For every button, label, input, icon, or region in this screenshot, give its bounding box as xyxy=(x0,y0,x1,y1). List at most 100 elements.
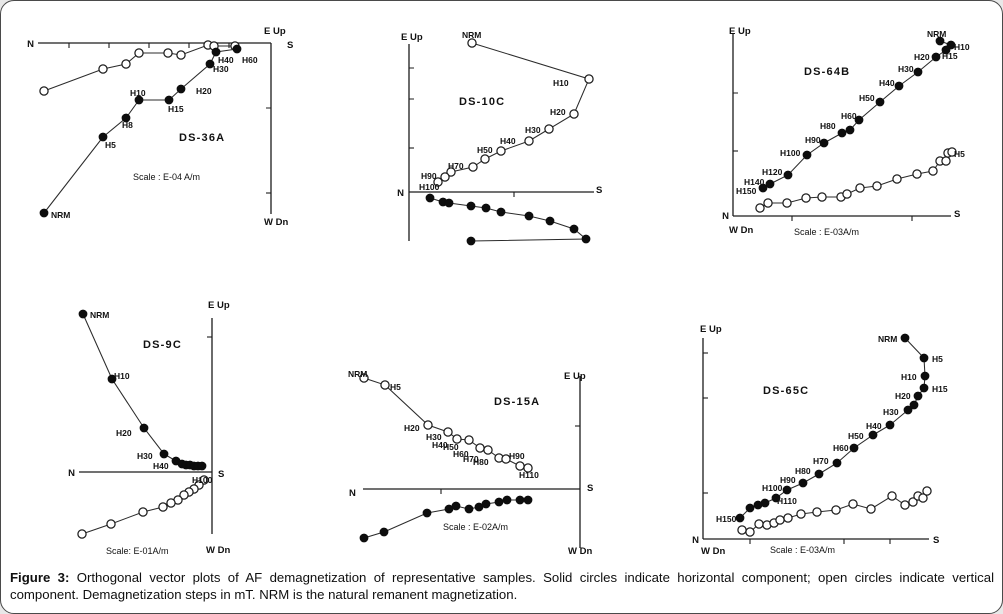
axis-direction-label: S xyxy=(287,40,293,51)
open-data-point xyxy=(166,498,176,508)
open-data-point xyxy=(584,74,594,84)
step-label: H50 xyxy=(443,442,459,452)
open-data-point xyxy=(515,461,525,471)
series-line xyxy=(82,313,202,467)
solid-data-point xyxy=(205,59,215,69)
axis-direction-label: E Up xyxy=(401,32,423,43)
solid-data-point xyxy=(935,36,945,46)
step-label: NRM xyxy=(878,334,897,344)
axis-direction-label: N xyxy=(692,535,699,546)
step-label: H30 xyxy=(898,64,914,74)
open-data-point xyxy=(887,491,897,501)
step-label: NRM xyxy=(927,29,946,39)
solid-data-point xyxy=(900,333,910,343)
solid-data-point xyxy=(832,458,842,468)
solid-data-point xyxy=(868,430,878,440)
open-data-point xyxy=(443,427,453,437)
solid-data-point xyxy=(159,449,169,459)
open-data-point xyxy=(121,59,131,69)
solid-data-point xyxy=(771,493,781,503)
step-label: H60 xyxy=(242,55,258,65)
solid-data-point xyxy=(107,374,117,384)
series-line xyxy=(762,40,952,189)
solid-data-point xyxy=(765,179,775,189)
solid-data-point xyxy=(909,400,919,410)
step-label: H100 xyxy=(762,483,783,493)
step-label: H10 xyxy=(954,42,970,52)
open-data-point xyxy=(831,505,841,515)
step-label: H150 xyxy=(736,186,757,196)
solid-data-point xyxy=(854,115,864,125)
step-label: H40 xyxy=(218,55,234,65)
axis-direction-label: N xyxy=(397,188,404,199)
solid-data-point xyxy=(913,67,923,77)
solid-data-point xyxy=(758,183,768,193)
solid-data-point xyxy=(121,113,131,123)
open-data-point xyxy=(866,504,876,514)
open-data-point xyxy=(872,181,882,191)
axis-direction-label: E Up xyxy=(264,26,286,37)
solid-data-point xyxy=(502,495,512,505)
axis-direction-label: S xyxy=(933,535,939,546)
solid-data-point xyxy=(802,150,812,160)
axis-direction-label: S xyxy=(596,185,602,196)
open-data-point xyxy=(941,156,951,166)
solid-data-point xyxy=(745,503,755,513)
solid-data-point xyxy=(164,95,174,105)
axis-direction-label: N xyxy=(722,211,729,222)
open-data-point xyxy=(452,434,462,444)
solid-data-point xyxy=(782,485,792,495)
solid-data-point xyxy=(919,383,929,393)
solid-data-point xyxy=(78,309,88,319)
axis-direction-label: W Dn xyxy=(701,546,725,557)
step-label: H30 xyxy=(137,451,153,461)
horizontal-solid-series xyxy=(359,495,533,543)
horizontal-solid-series xyxy=(39,44,242,218)
solid-data-point xyxy=(176,84,186,94)
vertical-open-series xyxy=(39,40,240,96)
axis-direction-label: W Dn xyxy=(264,217,288,228)
horizontal-solid-series xyxy=(78,309,207,471)
step-label: H8 xyxy=(122,120,133,130)
step-label: H90 xyxy=(421,171,437,181)
sample-title: DS-64B xyxy=(804,66,850,78)
step-label: NRM xyxy=(348,369,367,379)
step-label: H40 xyxy=(879,78,895,88)
vertical-open-series xyxy=(77,475,209,539)
open-data-point xyxy=(947,147,957,157)
step-label: H15 xyxy=(942,51,958,61)
open-data-point xyxy=(468,162,478,172)
step-label: H50 xyxy=(859,93,875,103)
axis-direction-label: N xyxy=(349,488,356,499)
solid-data-point xyxy=(798,478,808,488)
scale-label: Scale : E-03A/m xyxy=(770,545,835,555)
step-label: H5 xyxy=(105,140,116,150)
sample-title: DS-9C xyxy=(143,339,182,351)
step-label: H10 xyxy=(901,372,917,382)
solid-data-point xyxy=(232,44,242,54)
open-data-point xyxy=(544,124,554,134)
open-data-point xyxy=(158,502,168,512)
solid-data-point xyxy=(941,45,951,55)
step-label: H150 xyxy=(716,514,737,524)
open-data-point xyxy=(433,177,443,187)
axis-direction-label: N xyxy=(68,468,75,479)
step-label: H30 xyxy=(213,64,229,74)
open-data-point xyxy=(440,172,450,182)
panel-ds-36a: N SE Up W Dn DS-36A Scale : E-04 A/m NRM H5 H8 H… xyxy=(27,26,293,228)
solid-data-point xyxy=(359,533,369,543)
step-label: H20 xyxy=(196,86,212,96)
open-data-point xyxy=(812,507,822,517)
open-data-point xyxy=(908,497,918,507)
solid-data-point xyxy=(753,500,763,510)
solid-data-point xyxy=(819,138,829,148)
step-label: H140 xyxy=(744,177,765,187)
step-label: H60 xyxy=(833,443,849,453)
step-label: H20 xyxy=(914,52,930,62)
open-data-point xyxy=(922,486,932,496)
vertical-open-series xyxy=(737,486,932,537)
open-data-point xyxy=(380,380,390,390)
open-data-point xyxy=(496,146,506,156)
